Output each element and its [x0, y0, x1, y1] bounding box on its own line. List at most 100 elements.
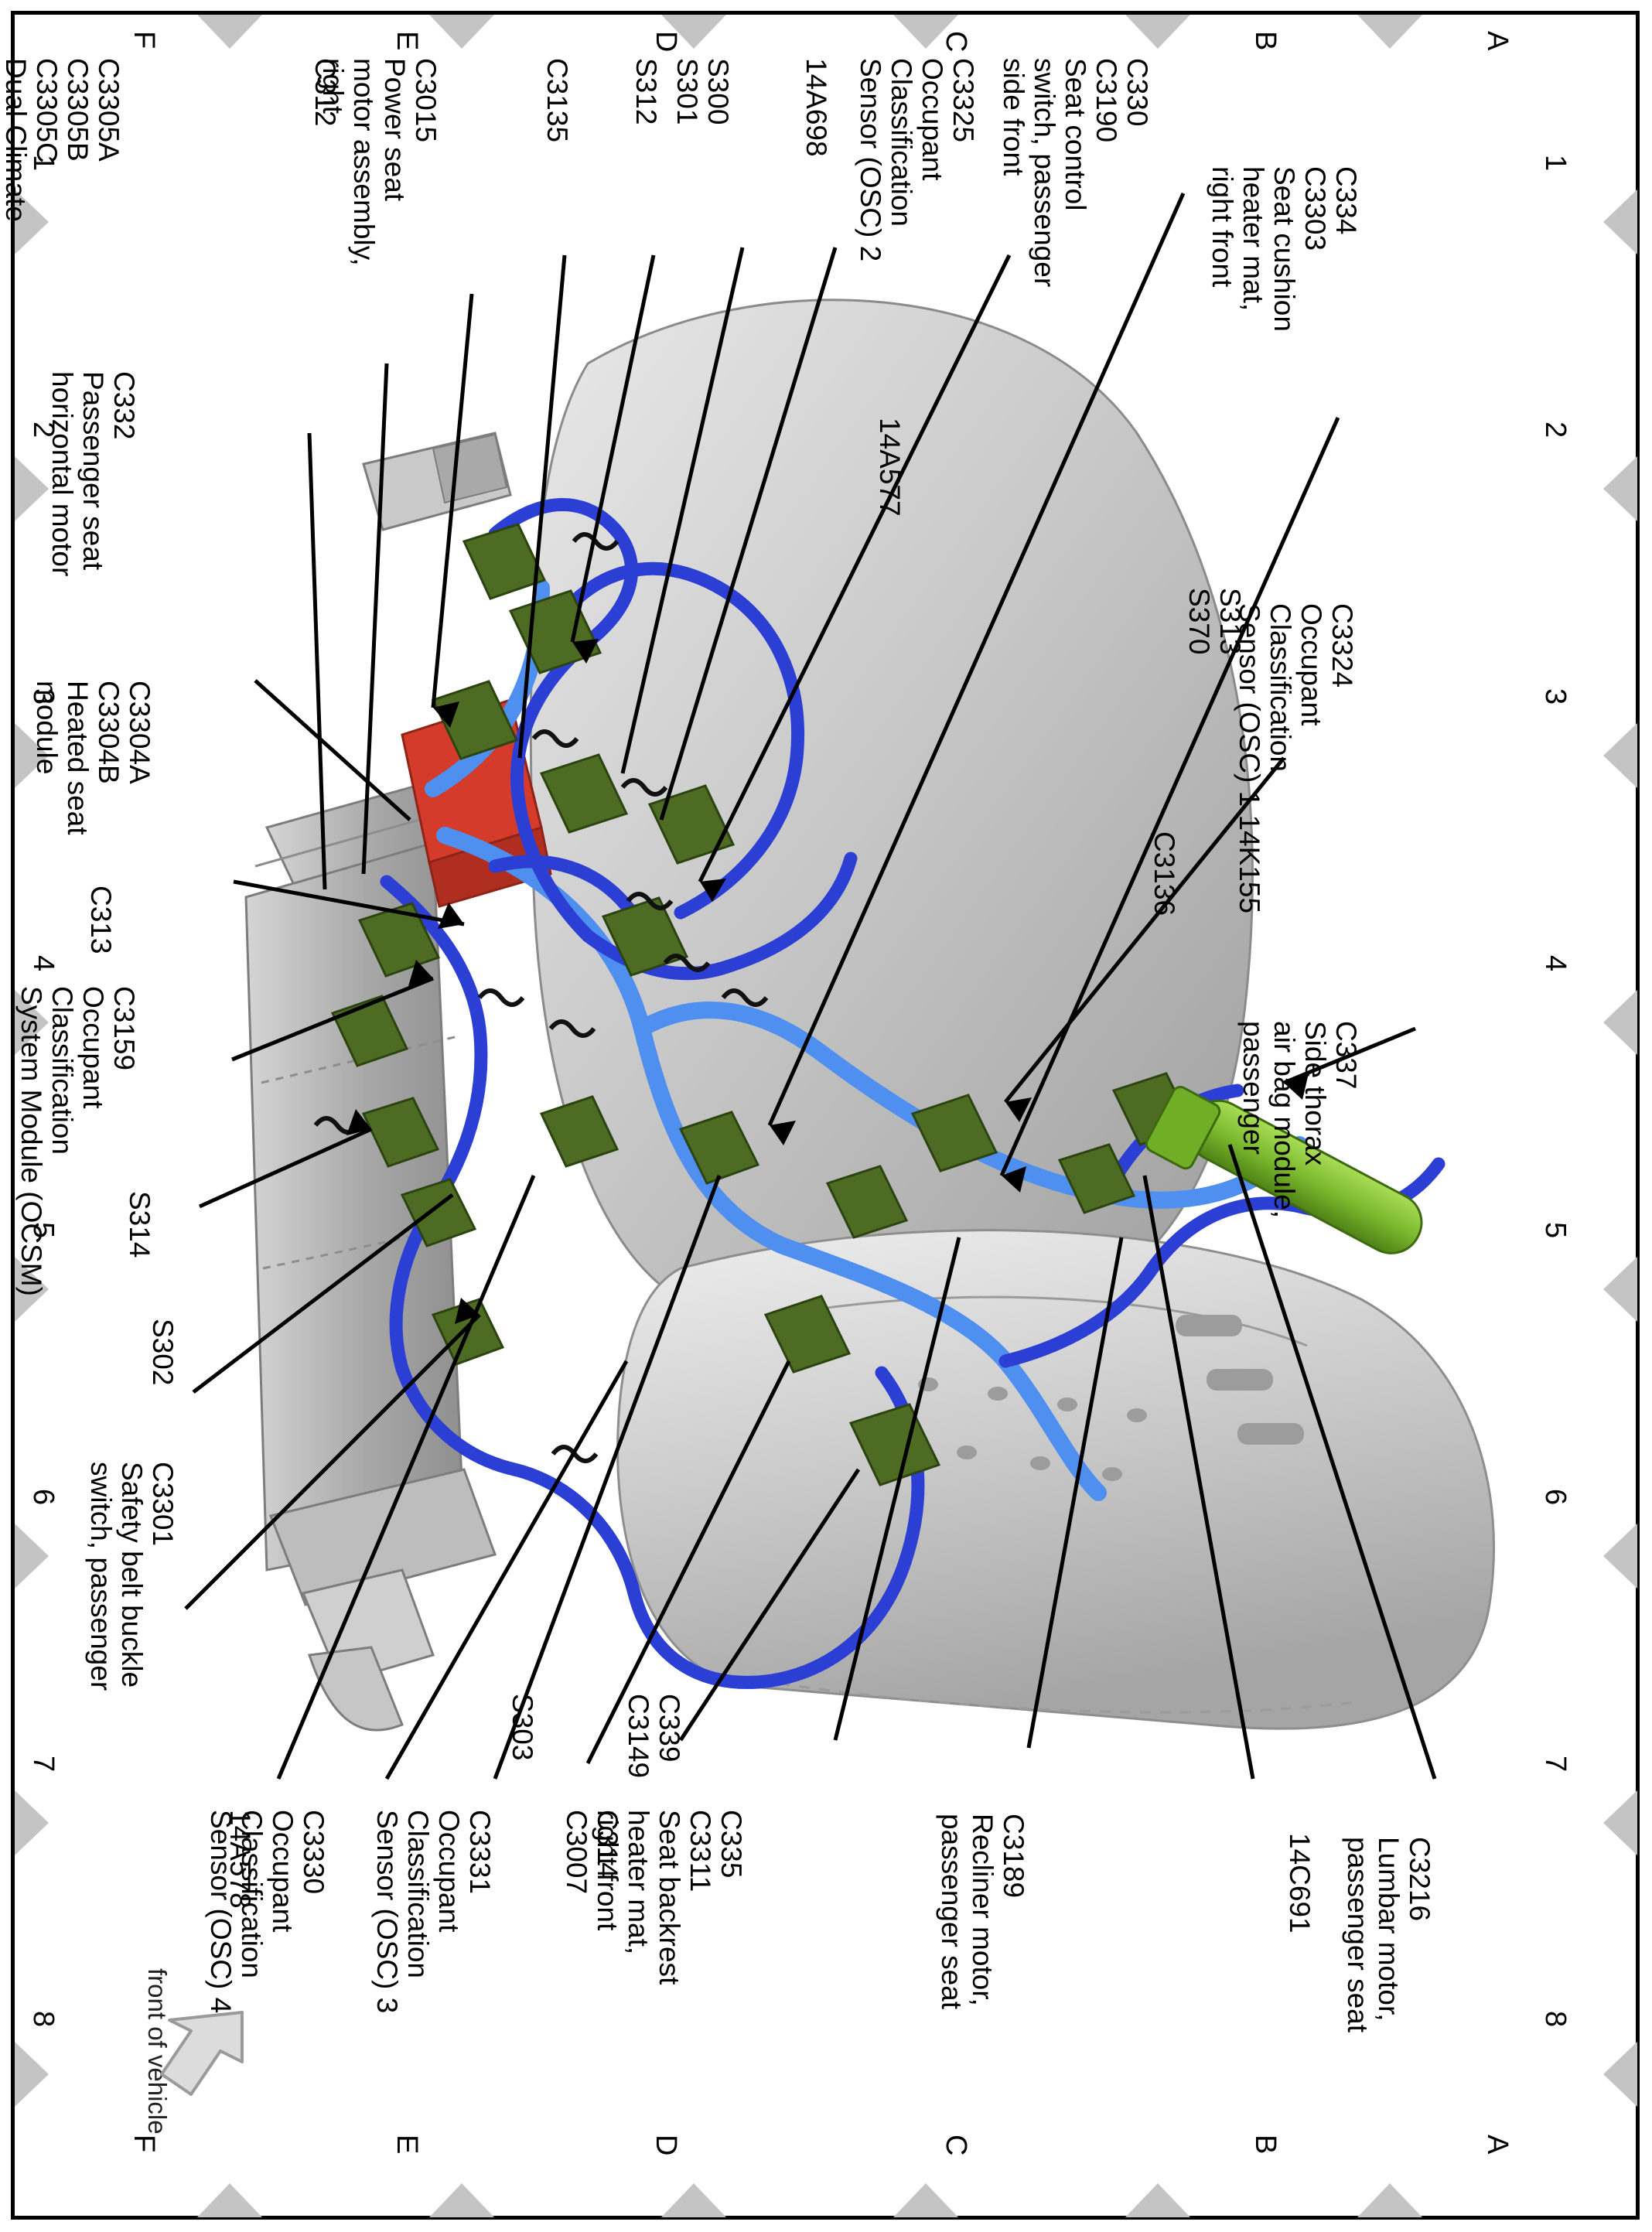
callout-line: S303: [507, 1694, 538, 1761]
callout-c3331: C3331 Occupant Classification Sensor (OSC) …: [371, 1810, 496, 2014]
callout-line: C3135: [541, 58, 573, 143]
callout-line: C3324: [1326, 603, 1358, 688]
grid-letter-top-b: B: [1249, 31, 1282, 51]
callout-line: C337: [1330, 1021, 1362, 1090]
grid-tick-top-1: [197, 15, 262, 49]
grid-tick-left-4: [15, 990, 49, 1055]
callout-line: Seat control: [1060, 58, 1092, 211]
grid-number-right-2: 2: [1539, 421, 1572, 439]
callout-line: C3216: [1404, 1837, 1435, 1922]
callout-c3136: C3136: [1149, 831, 1180, 916]
callout-line: air bag module,: [1268, 1021, 1301, 1219]
leader-lines: [184, 192, 1437, 1780]
grid-tick-bottom-1: [197, 2183, 262, 2217]
callout-c3325: C3325 Occupant Classification Sensor (OSC) …: [855, 58, 979, 261]
callout-line: C3007: [561, 1810, 593, 1895]
grid-tick-right-6: [1603, 1524, 1637, 1589]
callout-s302: S302: [147, 1319, 179, 1386]
callout-line: Safety belt buckle: [116, 1462, 148, 1688]
callout-line: Dual Climate: [0, 58, 32, 222]
grid-letter-top-d: D: [650, 31, 682, 53]
callout-line: heater mat,: [1237, 166, 1270, 312]
callout-line: module: [31, 681, 63, 775]
callout-c313: C313: [85, 886, 117, 954]
side-thorax-airbag-module: [1145, 1086, 1423, 1254]
callout-line: passenger seat: [1342, 1837, 1374, 2033]
callout-line: C3189: [998, 1814, 1029, 1899]
grid-tick-left-2: [15, 456, 49, 521]
callout-line: C3149: [623, 1694, 655, 1779]
callout-line: C334: [1330, 166, 1362, 235]
grid-tick-right-8: [1603, 2042, 1637, 2107]
callout-line: S300: [702, 58, 734, 125]
callout-c334: C334 C3303 Seat cushion heater mat, right fr…: [1207, 166, 1362, 332]
grid-tick-right-4: [1603, 990, 1637, 1055]
callout-line: S314: [124, 1191, 155, 1258]
grid-letter-bottom-e: E: [391, 2135, 423, 2155]
grid-number-right-4: 4: [1539, 955, 1572, 972]
callout-s303: S303: [507, 1694, 538, 1760]
grid-letter-bottom-d: D: [650, 2135, 682, 2156]
grid-number-right-7: 7: [1539, 1756, 1572, 1773]
grid-tick-top-2: [429, 15, 494, 49]
grid-tick-left-3: [15, 723, 49, 788]
grid-tick-right-3: [1603, 723, 1637, 788]
grid-tick-bottom-6: [1357, 2183, 1422, 2217]
callout-s300: S300 S301: [671, 58, 734, 125]
callout-c3324: C3324 Occupant Classification Sensor (OSC) …: [1234, 603, 1358, 913]
callout-line: heater mat,: [623, 1810, 655, 1955]
callout-c312: C312: [309, 58, 341, 126]
seat-frame-rails: [244, 432, 512, 1732]
grid-tick-top-6: [1357, 15, 1422, 49]
grid-tick-right-7: [1603, 1790, 1637, 1855]
grid-tick-left-8: [15, 2042, 49, 2107]
callout-c3159: C3159 Occupant Classification System Module…: [15, 986, 140, 1296]
callout-line: C3311: [684, 1810, 717, 1892]
callout-line: Recliner motor,: [967, 1814, 999, 2006]
callout-line: Passenger seat: [77, 371, 110, 571]
grid-number-right-5: 5: [1539, 1222, 1572, 1239]
grid-number-left-7: 7: [27, 1756, 60, 1773]
callout-c335: C335 C3311 Seat backrest heater mat, right f…: [592, 1810, 747, 1985]
callout-line: C3304A: [124, 681, 155, 784]
callout-line: System Module (OCSM): [15, 986, 48, 1296]
grid-letter-top-f: F: [128, 31, 160, 49]
callout-line: horizontal motor: [46, 371, 79, 577]
callout-line: Seat backrest: [654, 1810, 686, 1985]
callout-line: C3303: [1299, 166, 1332, 251]
callout-line: Sensor (OSC) 3: [371, 1810, 404, 2014]
callout-c3301: C3301 Safety belt buckle switch, passenger: [85, 1462, 179, 1691]
callout-line: side front: [998, 58, 1030, 176]
grid-letter-bottom-a: A: [1481, 2135, 1514, 2155]
callout-line: motor assembly,: [348, 58, 381, 266]
callout-line: Power seat: [379, 58, 411, 202]
callout-line: 14A577: [874, 418, 906, 517]
callout-line: Occupant: [433, 1810, 466, 1933]
callout-line: Classification: [402, 1810, 435, 1978]
grid-letter-top-a: A: [1481, 31, 1514, 51]
callout-line: 14A698: [800, 58, 832, 157]
seat-harness-illustration: [184, 192, 1496, 1780]
callout-line: S302: [147, 1319, 179, 1386]
grid-tick-top-4: [893, 15, 958, 49]
callout-c3135: C3135: [541, 58, 573, 143]
grid-tick-left-1: [15, 189, 49, 254]
callout-line: Classification: [236, 1810, 268, 1978]
callout-line: C332: [108, 371, 140, 440]
grid-letter-top-e: E: [391, 31, 423, 51]
callout-line: C3331: [464, 1810, 496, 1895]
callout-line: right front: [592, 1810, 624, 1931]
grid-tick-bottom-2: [429, 2183, 494, 2217]
leader-arrowheads: [346, 639, 1309, 1324]
callout-c339: C339 C3149: [623, 1694, 685, 1779]
callout-line: C3190: [1091, 58, 1123, 143]
grid-tick-top-3: [661, 15, 726, 49]
harness-dark-blue: [380, 498, 1446, 1689]
callout-s314: S314: [124, 1191, 155, 1258]
grid-tick-left-6: [15, 1524, 49, 1589]
callout-c332: C332 Passenger seat horizontal motor: [46, 371, 140, 577]
callout-c3330: C3330 Occupant Classification Sensor (OSC) …: [205, 1810, 329, 2013]
callout-line: Lumbar motor,: [1373, 1837, 1405, 2022]
grid-number-right-8: 8: [1539, 2011, 1572, 2028]
callout-line: C3305A: [93, 58, 125, 162]
